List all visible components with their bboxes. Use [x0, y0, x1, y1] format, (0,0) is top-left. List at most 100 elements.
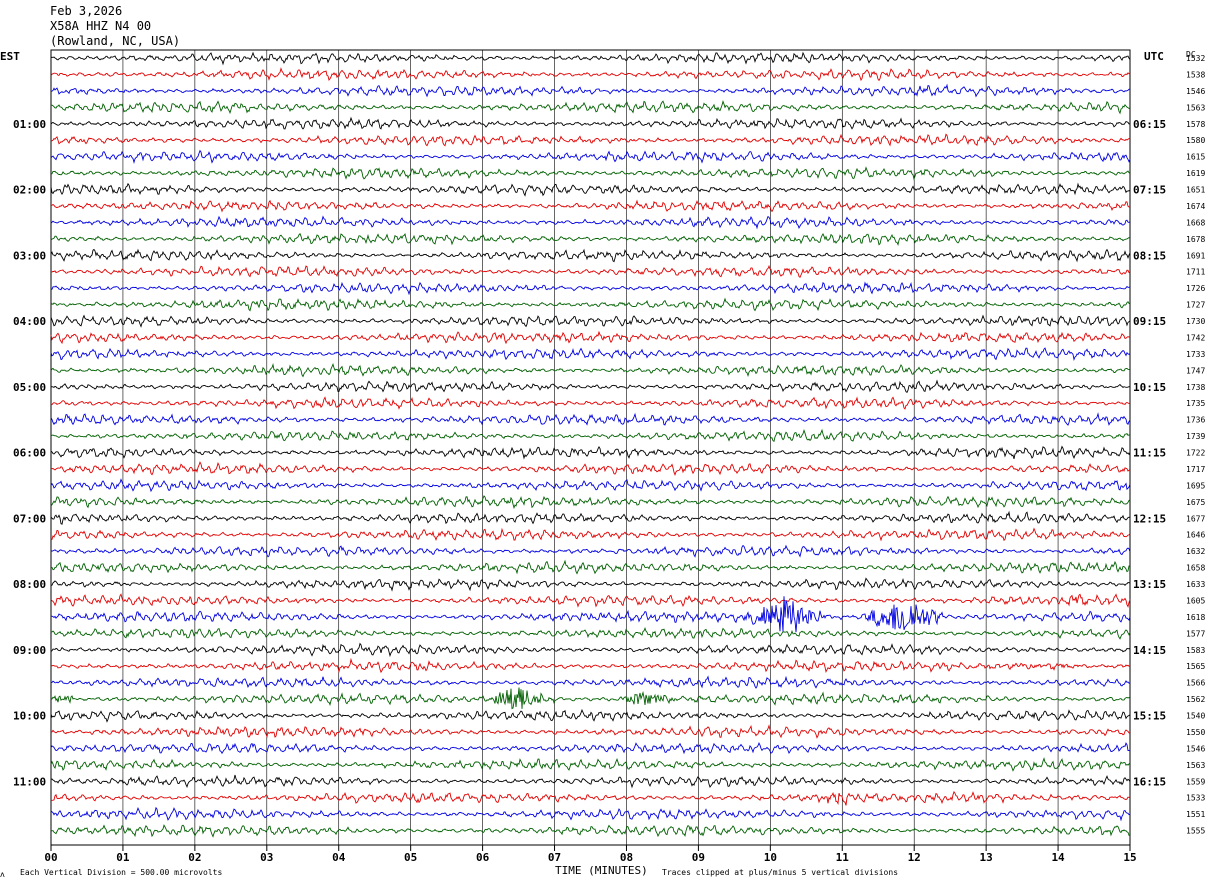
seismic-trace	[50, 264, 1131, 279]
dc-offset-label: 1566	[1186, 679, 1205, 688]
dc-offset-label: 1632	[1186, 547, 1205, 556]
seismic-trace	[51, 559, 1130, 575]
dc-offset-label: 1735	[1186, 399, 1205, 408]
est-hour-label: 06:00	[13, 447, 46, 460]
x-tick-label: 09	[692, 851, 705, 864]
seismic-trace	[50, 412, 1131, 426]
x-tick-label: 15	[1123, 851, 1136, 864]
dc-offset-label: 1565	[1186, 662, 1205, 671]
dc-offset-label: 1678	[1186, 235, 1205, 244]
est-hour-label: 08:00	[13, 578, 46, 591]
utc-zone-label: UTC	[1144, 50, 1164, 63]
dc-offset-label: 1578	[1186, 120, 1205, 129]
seismic-trace	[50, 790, 1131, 806]
seismic-trace	[50, 593, 1131, 608]
seismic-trace	[50, 232, 1131, 247]
seismic-trace	[50, 527, 1131, 542]
seismic-trace	[50, 757, 1131, 772]
utc-hour-label: 09:15	[1133, 315, 1166, 328]
est-hour-label: 10:00	[13, 710, 46, 723]
est-hour-label: 05:00	[13, 381, 46, 394]
clip-note: Traces clipped at plus/minus 5 vertical …	[662, 868, 899, 877]
dc-offset-label: 1546	[1186, 87, 1205, 96]
dc-offset-label: 1717	[1186, 465, 1205, 474]
seismic-trace	[50, 675, 1131, 689]
seismic-trace	[50, 724, 1131, 739]
seismic-trace	[50, 362, 1131, 378]
seismic-trace	[50, 478, 1131, 493]
est-hour-label: 02:00	[13, 184, 46, 197]
seismic-trace	[50, 100, 1131, 115]
est-zone-label: EST	[0, 50, 20, 63]
dc-offset-label: 1532	[1186, 54, 1205, 63]
x-tick-label: 06	[476, 851, 490, 864]
est-hour-label: 04:00	[13, 315, 46, 328]
x-tick-label: 00	[44, 851, 57, 864]
seismic-trace	[50, 67, 1131, 82]
x-tick-label: 13	[980, 851, 993, 864]
dc-offset-label: 1562	[1186, 695, 1205, 704]
est-hour-label: 11:00	[13, 775, 46, 788]
seismic-trace	[50, 149, 1131, 164]
dc-offset-label: 1695	[1186, 481, 1205, 490]
x-tick-label: 03	[260, 851, 273, 864]
dc-offset-label: 1580	[1186, 136, 1205, 145]
seismic-trace	[50, 133, 1131, 147]
seismic-trace	[50, 248, 1131, 263]
x-tick-label: 12	[908, 851, 921, 864]
seismic-trace	[50, 708, 1131, 723]
seismic-trace	[51, 83, 1131, 98]
dc-offset-label: 1733	[1186, 350, 1205, 359]
x-axis-label: TIME (MINUTES)	[555, 864, 648, 877]
seismic-trace	[50, 182, 1131, 197]
dc-offset-label: 1747	[1186, 366, 1205, 375]
utc-hour-label: 07:15	[1133, 184, 1166, 197]
dc-offset-label: 1738	[1186, 383, 1205, 392]
dc-offset-label: 1739	[1186, 432, 1205, 441]
seismic-trace	[50, 596, 1131, 633]
dc-offset-label: 1736	[1186, 416, 1205, 425]
utc-hour-label: 14:15	[1133, 644, 1166, 657]
dc-offset-label: 1711	[1186, 268, 1205, 277]
seismic-trace	[50, 806, 1131, 822]
seismic-trace	[50, 314, 1131, 328]
utc-hour-label: 10:15	[1133, 381, 1166, 394]
utc-hour-label: 16:15	[1133, 775, 1166, 788]
seismic-trace	[50, 297, 1131, 312]
dc-label: DC	[1186, 50, 1196, 59]
utc-hour-label: 12:15	[1133, 512, 1166, 525]
x-tick-label: 07	[548, 851, 561, 864]
dc-offset-label: 1674	[1186, 202, 1205, 211]
header-location: (Rowland, NC, USA)	[50, 34, 181, 48]
dc-offset-label: 1619	[1186, 169, 1205, 178]
x-tick-label: 08	[620, 851, 633, 864]
utc-hour-label: 11:15	[1133, 447, 1166, 460]
x-tick-label: 05	[404, 851, 417, 864]
dc-offset-label: 1546	[1186, 744, 1205, 753]
header-date: Feb 3,2026	[50, 4, 123, 18]
dc-offset-label: 1633	[1186, 580, 1205, 589]
x-tick-label: 04	[332, 851, 346, 864]
seismic-trace	[50, 642, 1131, 658]
plot-frame	[50, 49, 1131, 846]
dc-offset-label: 1668	[1186, 218, 1205, 227]
dc-offset-label: 1658	[1186, 564, 1205, 573]
est-hour-label: 01:00	[13, 118, 46, 131]
seismic-trace	[50, 379, 1131, 393]
dc-offset-label: 1577	[1186, 629, 1205, 638]
seismic-trace	[50, 774, 1131, 789]
dc-offset-label: 1722	[1186, 449, 1205, 458]
dc-offset-label: 1550	[1186, 728, 1205, 737]
seismic-trace	[50, 215, 1131, 230]
dc-offset-label: 1651	[1186, 186, 1205, 195]
dc-offset-label: 1646	[1186, 531, 1205, 540]
header-station: X58A HHZ N4 00	[50, 19, 152, 33]
est-hour-label: 07:00	[13, 512, 46, 525]
seismic-trace	[50, 510, 1131, 525]
dc-offset-label: 1615	[1186, 153, 1205, 162]
seismic-trace	[50, 657, 1131, 674]
seismic-trace	[50, 330, 1131, 345]
dc-offset-label: 1540	[1186, 712, 1205, 721]
x-tick-label: 01	[116, 851, 130, 864]
dc-offset-label: 1533	[1186, 794, 1205, 803]
